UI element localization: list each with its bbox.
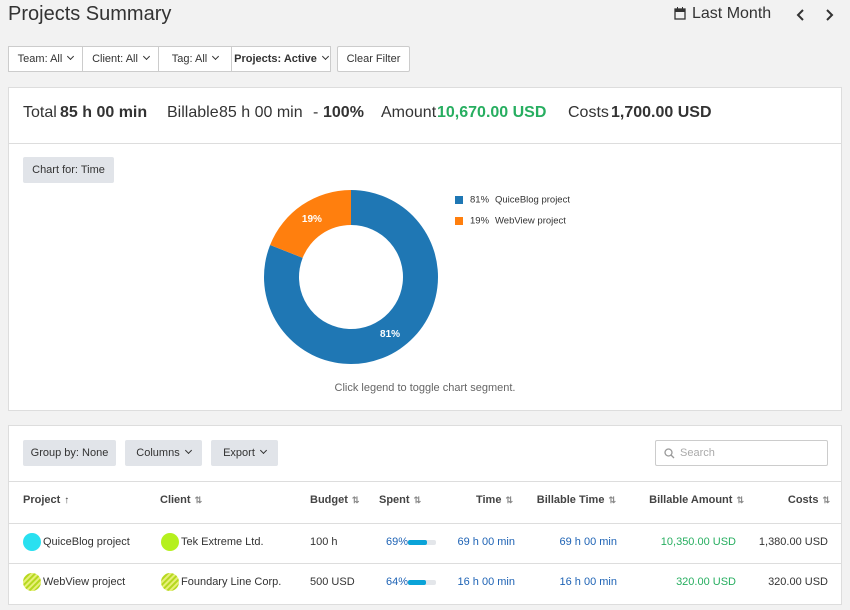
billable-amount: 320.00 USD	[676, 576, 736, 588]
billable-time: 69 h 00 min	[560, 536, 617, 548]
column-header[interactable]: Costs	[788, 494, 830, 506]
dot	[161, 533, 179, 551]
data-label: 81%	[380, 329, 400, 340]
donut-chart: 81% 81% QuiceBlog project 19% 19% WebView pro…	[250, 180, 590, 380]
color-dot	[161, 573, 179, 591]
total: 85 h 00 min	[60, 104, 147, 122]
filter-tag[interactable]: Tag: All	[158, 46, 232, 72]
total-label: Total	[23, 104, 57, 122]
search-input[interactable]: Search	[655, 440, 828, 466]
spent: 64%	[386, 576, 408, 588]
column-header[interactable]: Project	[23, 494, 69, 506]
legend-swatch	[455, 196, 463, 204]
data-label: 19%	[302, 214, 322, 225]
filter-team[interactable]: Team: All	[8, 46, 83, 72]
legend-item[interactable]: 81% QuiceBlog project	[455, 195, 570, 206]
billable-amount: 10,350.00 USD	[661, 536, 736, 548]
time: 69 h 00 min	[458, 536, 515, 548]
time: 16 h 00 min	[458, 576, 515, 588]
filter-client[interactable]: Client: All	[82, 46, 159, 72]
search-icon	[664, 448, 675, 459]
dot	[23, 573, 41, 591]
legend-label: QuiceBlog project	[495, 195, 570, 206]
progress-track	[408, 540, 436, 545]
project-name: QuiceBlog project	[43, 536, 130, 548]
period-nav[interactable]	[794, 8, 838, 22]
billable-label: Billable	[167, 104, 219, 122]
costs: 1,380.00 USD	[759, 536, 828, 548]
dot	[161, 573, 179, 591]
legend-value: 81%	[470, 195, 490, 206]
columns-button[interactable]: Columns	[125, 440, 202, 466]
legend-value: 19%	[470, 216, 490, 227]
column-header[interactable]: Billable Time	[537, 494, 616, 506]
color-dot	[23, 573, 41, 591]
project-name: WebView project	[43, 576, 125, 588]
chart-note: Click legend to toggle chart segment.	[0, 382, 850, 394]
client-name: Tek Extreme Ltd.	[181, 536, 264, 548]
billable-time: 16 h 00 min	[560, 576, 617, 588]
period[interactable]: Last Month	[692, 5, 771, 23]
clear-filter[interactable]: Clear Filter	[337, 46, 410, 72]
filter-projects[interactable]: Projects: Active	[231, 46, 331, 72]
costs: 1,700.00 USD	[611, 104, 712, 122]
costs: 320.00 USD	[768, 576, 828, 588]
calendar-icon	[674, 7, 686, 20]
column-header[interactable]: Client	[160, 494, 202, 506]
search-placeholder: Search	[680, 447, 715, 459]
column-header[interactable]: Spent	[379, 494, 421, 506]
separator: -	[313, 104, 318, 122]
group-by-button[interactable]: Group by: None	[23, 440, 116, 466]
amount-label: Amount	[381, 104, 436, 122]
legend-item[interactable]: 19% WebView project	[455, 216, 566, 227]
chart-for-button[interactable]: Chart for: Time	[23, 157, 114, 183]
progress-bar	[408, 540, 427, 545]
column-header[interactable]: Billable Amount	[649, 494, 744, 506]
spent: 69%	[386, 536, 408, 548]
legend-label: WebView project	[495, 216, 566, 227]
billable: 85 h 00 min	[219, 104, 303, 122]
legend-swatch	[455, 217, 463, 225]
budget: 500 USD	[310, 576, 355, 588]
budget: 100 h	[310, 536, 338, 548]
export-button[interactable]: Export	[211, 440, 278, 466]
dot	[23, 533, 41, 551]
progress-bar	[408, 580, 426, 585]
costs-label: Costs	[568, 104, 609, 122]
progress-track	[408, 580, 436, 585]
amount: 10,670.00 USD	[437, 104, 546, 122]
page-title: Projects Summary	[8, 3, 171, 26]
column-header[interactable]: Budget	[310, 494, 359, 506]
color-dot	[161, 533, 179, 551]
column-header[interactable]: Time	[476, 494, 513, 506]
client-name: Foundary Line Corp.	[181, 576, 281, 588]
color-dot	[23, 533, 41, 551]
billable-pct: 100%	[323, 104, 364, 122]
